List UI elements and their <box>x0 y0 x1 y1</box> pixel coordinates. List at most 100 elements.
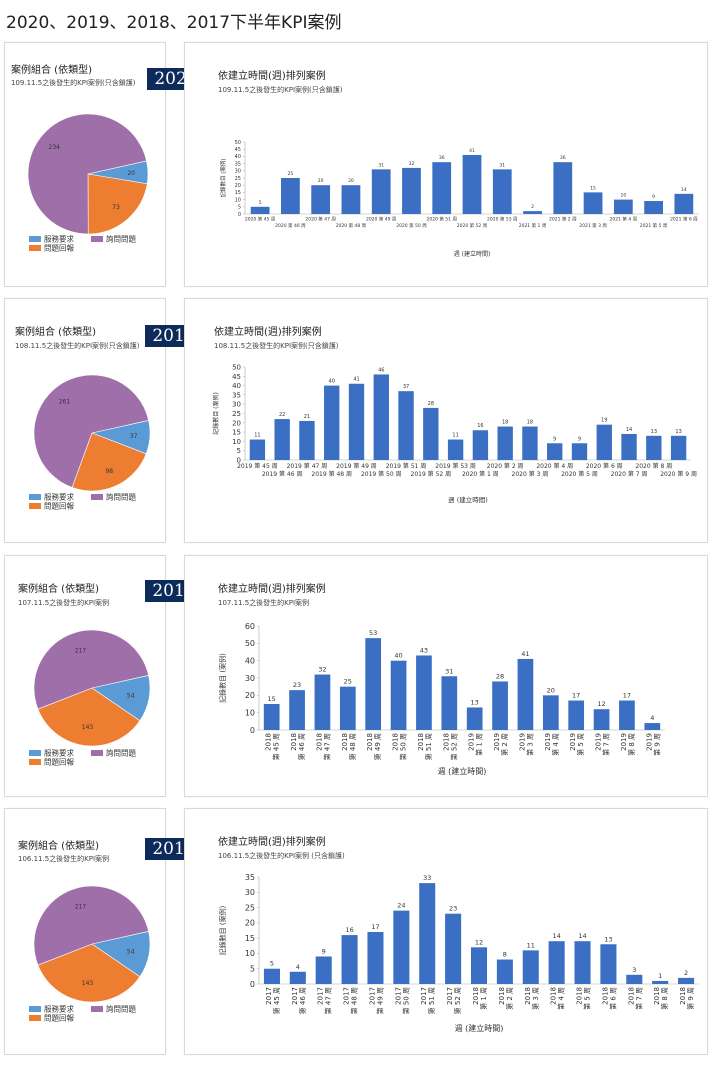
bar[interactable] <box>548 941 565 984</box>
pie-slice-problem[interactable] <box>37 687 141 747</box>
legend-swatch-question <box>91 236 103 242</box>
bar[interactable] <box>574 941 591 984</box>
x-tick-label: 2018第 48 周 <box>341 733 357 760</box>
bar-value-label: 2 <box>531 204 534 210</box>
bar[interactable] <box>600 944 617 984</box>
bar[interactable] <box>373 374 389 460</box>
bar[interactable] <box>393 910 410 984</box>
x-tick-label: 2020 第 48 周 <box>336 222 366 229</box>
bar[interactable] <box>419 883 436 984</box>
y-tick-label: 20 <box>235 183 241 189</box>
bar-value-label: 14 <box>626 427 632 433</box>
bar[interactable] <box>678 977 695 984</box>
x-tick-label: 2019第 7 周 <box>595 733 611 756</box>
y-axis-title: 記錄數目 (案例) <box>219 158 227 197</box>
bar[interactable] <box>621 433 637 460</box>
bar[interactable] <box>496 959 513 984</box>
bar-value-label: 2 <box>684 969 688 977</box>
bar[interactable] <box>523 211 542 214</box>
bar[interactable] <box>613 199 633 214</box>
bar[interactable] <box>311 185 331 214</box>
bar[interactable] <box>466 707 483 730</box>
bar[interactable] <box>367 932 384 984</box>
bar[interactable] <box>274 419 290 460</box>
bar[interactable] <box>314 674 331 730</box>
bar-subtitle: 106.11.5之後發生的KPI案例 (只含鎖護) <box>218 852 345 860</box>
pie-title: 案例組合 (依類型) <box>18 841 99 852</box>
bar[interactable] <box>365 638 382 730</box>
bar[interactable] <box>522 426 538 460</box>
bar[interactable] <box>472 430 489 460</box>
bar[interactable] <box>390 660 407 730</box>
pie-slice-problem[interactable] <box>71 432 147 492</box>
bar[interactable] <box>568 700 585 730</box>
pie-data-label: 234 <box>49 144 61 151</box>
pie-slice-question[interactable] <box>27 113 147 235</box>
bar[interactable] <box>547 443 563 460</box>
pie-slice-question[interactable] <box>33 885 149 966</box>
bar[interactable] <box>670 435 687 460</box>
bar[interactable] <box>542 695 559 730</box>
bar[interactable] <box>652 980 669 984</box>
bar-value-label: 15 <box>268 695 276 703</box>
bar[interactable] <box>619 700 635 730</box>
bar[interactable] <box>522 950 539 984</box>
bar[interactable] <box>402 167 421 214</box>
bar[interactable] <box>596 424 612 460</box>
bar[interactable] <box>324 385 340 460</box>
bar[interactable] <box>497 426 513 460</box>
bar[interactable] <box>299 420 315 460</box>
y-tick-label: 30 <box>245 674 255 683</box>
bar[interactable] <box>644 201 663 214</box>
bar[interactable] <box>593 709 610 730</box>
bar[interactable] <box>674 193 694 214</box>
bar-value-label: 11 <box>452 433 458 439</box>
bar[interactable] <box>492 681 508 730</box>
bar[interactable] <box>583 192 603 214</box>
bar[interactable] <box>263 704 280 730</box>
bar[interactable] <box>462 154 482 214</box>
bar[interactable] <box>289 971 306 984</box>
bar[interactable] <box>339 686 356 730</box>
bar[interactable] <box>341 185 361 214</box>
bar[interactable] <box>263 968 280 984</box>
pie-slice-question[interactable] <box>33 629 149 710</box>
bar[interactable] <box>447 439 464 460</box>
bar[interactable] <box>646 435 662 460</box>
bar[interactable] <box>341 935 358 984</box>
bar[interactable] <box>517 658 534 730</box>
legend-label-service: 服務要求 <box>44 1004 74 1014</box>
bar[interactable] <box>553 162 573 214</box>
bar[interactable] <box>281 178 300 214</box>
bar[interactable] <box>250 206 270 214</box>
bar[interactable] <box>371 169 391 214</box>
pie-data-label: 20 <box>127 170 135 177</box>
bar[interactable] <box>445 913 462 984</box>
bar[interactable] <box>470 947 488 984</box>
bar[interactable] <box>571 443 588 460</box>
bar[interactable] <box>289 690 305 730</box>
bar[interactable] <box>249 439 266 460</box>
bar[interactable] <box>348 383 365 460</box>
bar[interactable] <box>626 974 643 984</box>
bar[interactable] <box>423 407 439 460</box>
pie-slice-question[interactable] <box>33 374 149 488</box>
bar[interactable] <box>492 169 512 214</box>
bar[interactable] <box>315 956 332 984</box>
bar[interactable] <box>441 676 458 730</box>
bar-value-label: 23 <box>449 905 457 913</box>
bar[interactable] <box>416 655 432 730</box>
legend-swatch-problem <box>29 759 41 765</box>
pie-slice-problem[interactable] <box>37 943 141 1003</box>
x-tick-label: 2020 第 8 周 <box>635 462 672 470</box>
pie-slice-problem[interactable] <box>87 173 148 235</box>
x-tick-label: 2018第 51 周 <box>417 733 433 760</box>
x-axis-title: 週 (建立時間) <box>448 495 488 504</box>
bar[interactable] <box>432 162 452 214</box>
bar[interactable] <box>398 391 414 460</box>
bar[interactable] <box>644 723 661 730</box>
